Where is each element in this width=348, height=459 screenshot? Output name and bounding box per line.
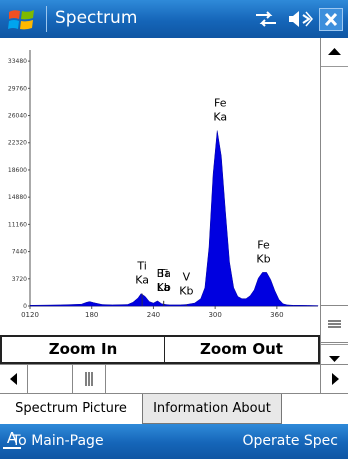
peak-annotation-label: V: [183, 271, 191, 284]
peak-annotation-label: Ka: [213, 110, 227, 123]
scroll-left-button[interactable]: [0, 365, 28, 393]
keyboard-input-icon: A: [3, 429, 21, 449]
scroll-right-button[interactable]: [320, 365, 348, 393]
close-icon: [324, 12, 338, 27]
chart-axes: [29, 50, 318, 307]
arrow-right-icon: [332, 373, 339, 385]
tab-spectrum-picture[interactable]: Spectrum Picture: [0, 394, 142, 424]
y-tick-label: 14880: [8, 194, 27, 201]
title-separator: [46, 6, 47, 32]
x-tick-label: 0120: [21, 311, 39, 319]
horizontal-scrollbar[interactable]: [0, 364, 348, 394]
connectivity-icon[interactable]: [254, 9, 278, 29]
peak-annotation-label: La: [157, 281, 170, 294]
y-tick-label: 22320: [8, 140, 27, 147]
vertical-scroll-thumb[interactable]: [321, 305, 348, 343]
peak-annotation-label: Ti: [136, 260, 146, 273]
y-tick-label: 29760: [8, 85, 27, 92]
peak-annotation-label: Fe: [257, 238, 270, 251]
y-axis-ticks: 0 3720 7440 11160 14880 18600 22320 26040 29760 3…: [8, 58, 30, 310]
y-tick-label: 33480: [8, 58, 27, 65]
zoom-out-button[interactable]: Zoom Out: [164, 335, 320, 364]
title-bar: Spectrum: [0, 0, 348, 38]
y-tick-label: 26040: [8, 113, 27, 120]
peak-annotation-label: Ba: [157, 267, 171, 280]
tab-information-about[interactable]: Information About: [142, 394, 282, 424]
svg-text:A: A: [7, 429, 18, 447]
windows-logo-icon[interactable]: [7, 6, 37, 34]
horizontal-scroll-thumb[interactable]: [72, 365, 106, 393]
spectrum-area: [29, 130, 319, 307]
vertical-scroll-track[interactable]: [321, 66, 348, 345]
spectrum-chart-area: 0 3720 7440 11160 14880 18600 22320 26040 29760 3…: [0, 38, 320, 335]
x-tick-label: 240: [147, 311, 160, 319]
close-button[interactable]: [319, 8, 343, 31]
peak-annotation-label: Fe: [214, 96, 227, 109]
peak-annotation: VKb: [179, 271, 193, 306]
input-panel-button[interactable]: A: [0, 424, 24, 454]
grip-icon: [328, 320, 341, 328]
to-main-page-softkey[interactable]: To Main-Page: [12, 433, 104, 449]
zoom-controls: Zoom In Zoom Out: [0, 335, 320, 364]
x-tick-label: 360: [270, 311, 283, 319]
zoom-in-button[interactable]: Zoom In: [0, 335, 166, 364]
peak-annotation-label: Ka: [135, 274, 149, 287]
operate-spec-softkey[interactable]: Operate Spec: [242, 433, 339, 449]
tab-strip: Spectrum Picture Information About: [0, 394, 348, 424]
scroll-up-button[interactable]: [321, 38, 348, 66]
y-tick-label: 0: [23, 303, 27, 310]
volume-icon[interactable]: [287, 9, 313, 29]
x-tick-label: 300: [208, 311, 221, 319]
grip-icon: [85, 372, 93, 386]
peak-annotation-label: Kb: [256, 252, 270, 265]
x-axis-ticks: 0120 180 240 300 360: [21, 306, 284, 319]
arrow-up-icon: [328, 48, 341, 55]
peak-annotation-label: Kb: [157, 281, 171, 294]
peak-annotation-label: Kb: [179, 285, 193, 298]
peak-annotation-label: Ti: [158, 267, 168, 280]
y-tick-label: 11160: [8, 221, 27, 228]
softkey-bar: To Main-Page A Operate Spec: [0, 424, 348, 459]
arrow-down-icon: [329, 356, 340, 362]
y-tick-label: 7440: [12, 249, 27, 256]
spectrum-chart: 0 3720 7440 11160 14880 18600 22320 26040 29760 3…: [8, 50, 319, 319]
x-tick-label: 180: [85, 311, 98, 319]
y-tick-label: 3720: [12, 276, 27, 283]
arrow-left-icon: [10, 373, 17, 385]
y-tick-label: 18600: [8, 167, 27, 174]
vertical-scrollbar[interactable]: [320, 38, 348, 373]
app-title: Spectrum: [55, 8, 138, 28]
